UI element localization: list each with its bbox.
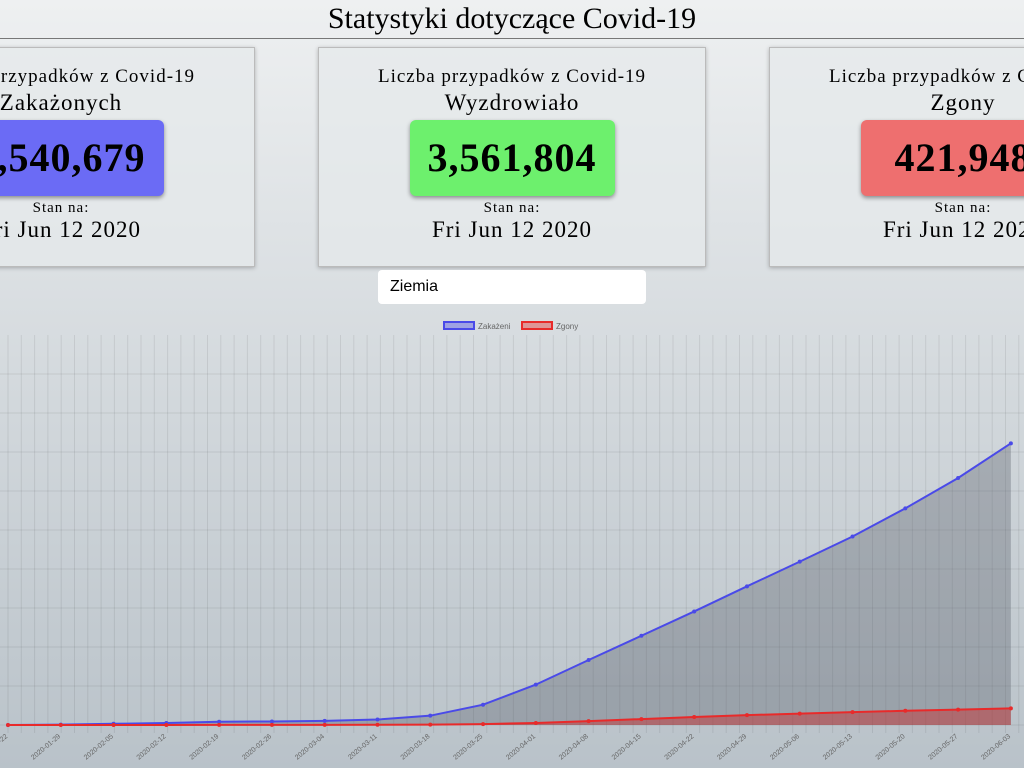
x-tick-label: 2020-03-18	[400, 733, 432, 761]
card-date-label: Stan na:	[934, 200, 992, 216]
card-label: Zakażonych	[0, 90, 123, 115]
point	[903, 708, 908, 713]
area	[8, 443, 1011, 725]
point	[164, 722, 169, 727]
series-line	[7, 707, 1011, 726]
legend-swatch	[443, 321, 475, 330]
point	[375, 722, 380, 727]
x-tick-label: 2020-02-26	[241, 733, 273, 761]
x-tick-label: 2020-04-29	[716, 733, 748, 761]
x-tick-label: 2020-04-15	[611, 733, 643, 761]
point	[639, 717, 644, 722]
x-tick-label: 2020-01-22	[0, 733, 9, 761]
x-tick-label: 2020-01-29	[30, 733, 62, 761]
card-value: 421,948	[860, 120, 1024, 196]
stat-card: Liczba przypadków z Covid-19 Zgony 421,948…	[769, 47, 1024, 267]
card-heading: Liczba przypadków z Covid-19	[377, 66, 647, 87]
point	[217, 722, 222, 727]
x-tick-label: 2020-04-01	[505, 733, 537, 761]
x-tick-label: 2020-06-03	[980, 733, 1012, 761]
point	[586, 719, 591, 724]
point	[956, 707, 961, 712]
point	[428, 713, 433, 718]
point	[375, 717, 380, 722]
point	[428, 722, 433, 727]
point	[111, 722, 116, 727]
point	[481, 722, 486, 727]
country-input[interactable]	[378, 270, 646, 304]
x-tick-label: 2020-04-22	[664, 733, 696, 761]
point	[322, 718, 327, 723]
card-heading: Liczba przypadków z Covid-19	[828, 66, 1024, 87]
card-label: Zgony	[930, 90, 996, 115]
point	[269, 719, 274, 724]
x-tick-label: 2020-03-25	[452, 733, 484, 761]
point	[533, 720, 538, 725]
x-tick-label: 2020-05-27	[927, 733, 959, 761]
card-date: Fri Jun 12 2020	[431, 217, 593, 242]
point	[533, 682, 538, 687]
card-value: 3,561,804	[409, 120, 615, 196]
point	[692, 609, 697, 614]
stat-card: Liczba przypadków z Covid-19 Wyzdrowiało 3…	[318, 47, 706, 267]
card-value: 7,540,679	[0, 120, 164, 196]
x-tick-label: 2020-02-05	[83, 733, 115, 761]
point	[850, 710, 855, 715]
point	[586, 658, 591, 662]
legend-swatch	[521, 321, 553, 330]
point	[639, 633, 644, 638]
point	[797, 711, 802, 716]
point	[269, 722, 274, 727]
stat-card: Liczba przypadków z Covid-19 Zakażonych 7,…	[0, 47, 255, 267]
point	[1008, 441, 1013, 446]
point	[692, 715, 697, 720]
x-tick-label: 2020-04-08	[558, 733, 590, 761]
x-tick-label: 2020-05-20	[875, 733, 907, 761]
x-tick-label: 2020-03-11	[347, 733, 379, 761]
card-heading: Liczba przypadków z Covid-19	[0, 66, 196, 87]
point	[217, 719, 222, 724]
point	[58, 722, 63, 727]
x-tick-label: 2020-05-13	[822, 733, 854, 761]
x-tick-label: 2020-03-04	[294, 733, 326, 761]
point	[6, 722, 10, 727]
point	[481, 702, 486, 707]
card-label: Wyzdrowiało	[444, 90, 580, 115]
point	[744, 584, 749, 589]
point	[744, 713, 749, 718]
legend-label: Zakażeni	[478, 322, 511, 331]
card-date: Fri Jun 12 2020	[0, 217, 142, 242]
chart: 2020-01-22 2020-01-29 2020-02-05 2020-02-12…	[0, 321, 1024, 762]
page-title: Statystyki dotyczące Covid-19	[0, 0, 1024, 39]
card-date-label: Stan na:	[483, 200, 541, 216]
point	[956, 476, 961, 480]
point	[1008, 706, 1013, 711]
series-line	[7, 442, 1012, 726]
point	[797, 559, 802, 564]
x-tick-label: 2020-02-12	[136, 733, 168, 761]
x-tick-label: 2020-05-06	[769, 733, 801, 761]
point	[850, 534, 855, 539]
legend-label: Zgony	[556, 322, 578, 331]
point	[903, 506, 908, 511]
card-date: Fri Jun 12 2020	[882, 217, 1024, 242]
x-tick-label: 2020-02-19	[188, 733, 220, 761]
area	[8, 708, 1011, 725]
point	[322, 722, 327, 727]
card-date-label: Stan na:	[32, 200, 90, 216]
